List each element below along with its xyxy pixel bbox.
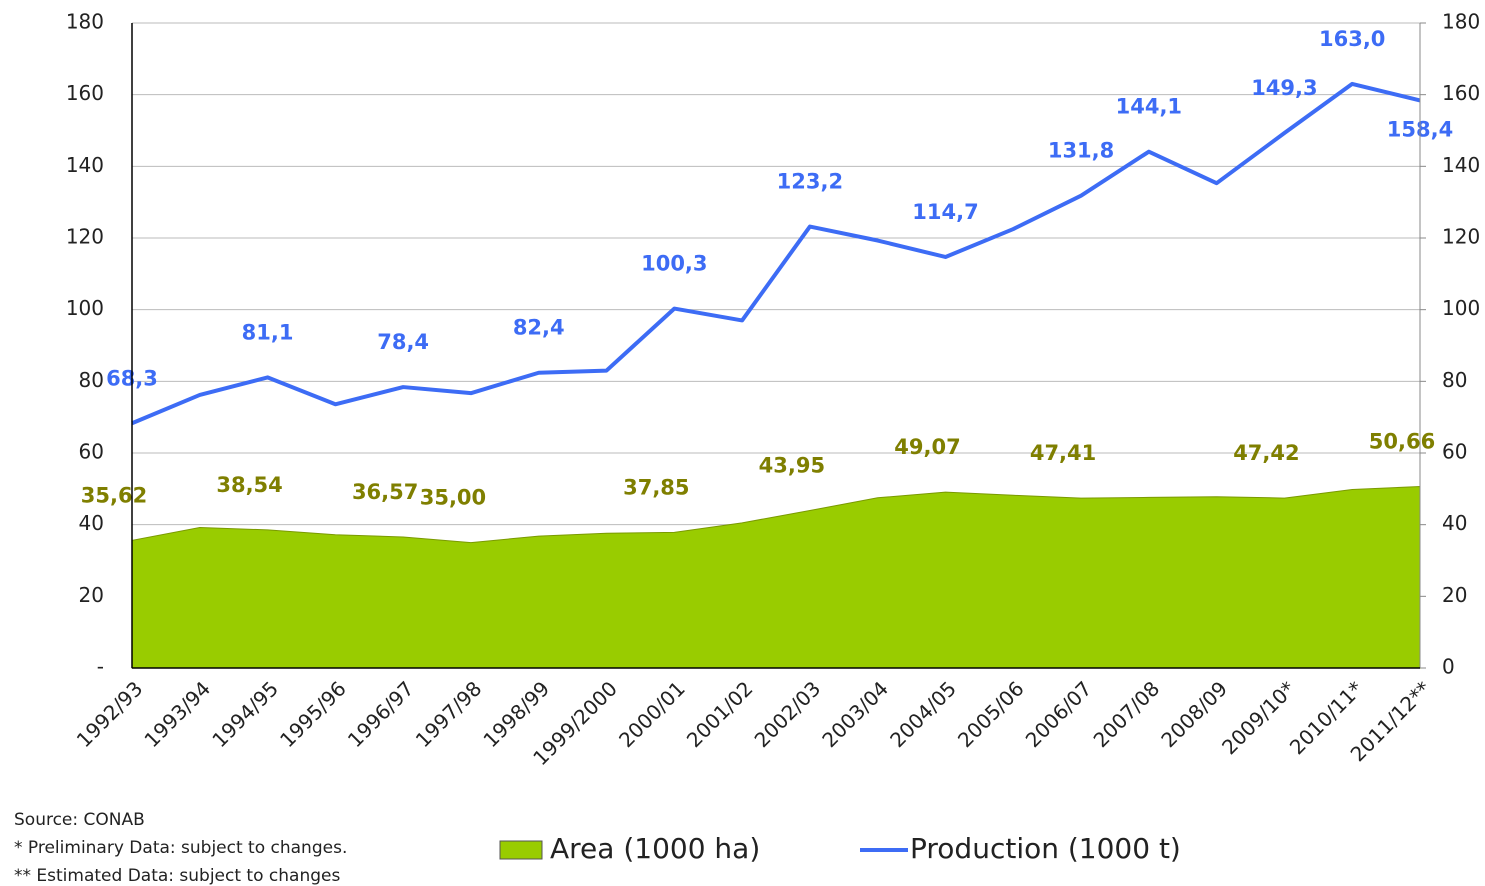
y-tick-label: 80	[79, 368, 104, 392]
line	[131, 81, 1421, 426]
y-tick-label: 60	[79, 440, 104, 464]
x-tick-label: 2000/01	[614, 676, 690, 752]
y2-tick-label: 20	[1442, 583, 1467, 607]
value-label: 49,07	[894, 435, 960, 459]
legend-swatch	[499, 840, 543, 860]
x-tick-label: 1992/93	[72, 676, 148, 752]
y-tick-label: 180	[66, 10, 104, 34]
x-tick-label: 2001/02	[682, 676, 758, 752]
x-tick-label: 2002/03	[750, 676, 826, 752]
value-label: 38,54	[216, 473, 282, 497]
y2-tick-label: 120	[1442, 225, 1480, 249]
value-label: 78,4	[377, 330, 429, 354]
note: Source: CONAB	[14, 810, 145, 830]
y2-tick-label: 60	[1442, 440, 1467, 464]
x-tick-label: 1996/97	[343, 676, 419, 752]
y2-tick-label: 80	[1442, 368, 1467, 392]
y-tick-label: 160	[66, 81, 104, 105]
x-tick-label: 1993/94	[139, 676, 215, 752]
y-tick-label: 140	[66, 153, 104, 177]
value-label: 82,4	[513, 316, 565, 340]
value-label: 81,1	[242, 320, 294, 344]
x-tick-label: 2004/05	[885, 676, 961, 752]
value-label: 50,66	[1369, 429, 1435, 453]
value-label: 47,42	[1233, 441, 1299, 465]
y2-tick-label: 160	[1442, 81, 1480, 105]
value-label: 35,62	[81, 483, 147, 507]
value-label: 144,1	[1116, 95, 1182, 119]
x-tick-label: 1995/96	[275, 676, 351, 752]
value-label: 35,00	[420, 486, 486, 510]
y2-tick-label: 140	[1442, 153, 1480, 177]
y2-tick-label: 0	[1442, 655, 1455, 679]
legend-label: Area (1000 ha)	[550, 832, 760, 865]
x-tick-label: 2007/08	[1089, 676, 1165, 752]
legend-label: Production (1000 t)	[910, 832, 1181, 865]
x-tick-label: 1997/98	[411, 676, 487, 752]
y-tick-label: 40	[79, 511, 104, 535]
value-label: 123,2	[777, 170, 843, 194]
y2-tick-label: 40	[1442, 511, 1467, 535]
y2-tick-label: 100	[1442, 296, 1480, 320]
value-label: 37,85	[623, 475, 689, 499]
value-label: 100,3	[641, 252, 707, 276]
x-tick-label: 2009/10*	[1217, 676, 1300, 759]
y-tick-label: 120	[66, 225, 104, 249]
value-label: 163,0	[1319, 27, 1385, 51]
x-tick-label: 2003/04	[817, 676, 893, 752]
x-tick-label: 2005/06	[953, 676, 1029, 752]
value-label: 36,57	[352, 480, 418, 504]
y-tick-label: -	[97, 655, 104, 679]
value-label: 149,3	[1251, 76, 1317, 100]
y-tick-label: 100	[66, 296, 104, 320]
note: ** Estimated Data: subject to changes	[14, 866, 340, 886]
x-tick-label: 2006/07	[1021, 676, 1097, 752]
x-tick-label: 1994/95	[207, 676, 283, 752]
value-label: 114,7	[912, 200, 978, 224]
value-label: 131,8	[1048, 139, 1114, 163]
y-tick-label: 20	[79, 583, 104, 607]
value-label: 43,95	[759, 454, 825, 478]
area	[131, 485, 1421, 669]
note: * Preliminary Data: subject to changes.	[14, 838, 347, 858]
y2-tick-label: 180	[1442, 10, 1480, 34]
value-label: 47,41	[1030, 441, 1096, 465]
